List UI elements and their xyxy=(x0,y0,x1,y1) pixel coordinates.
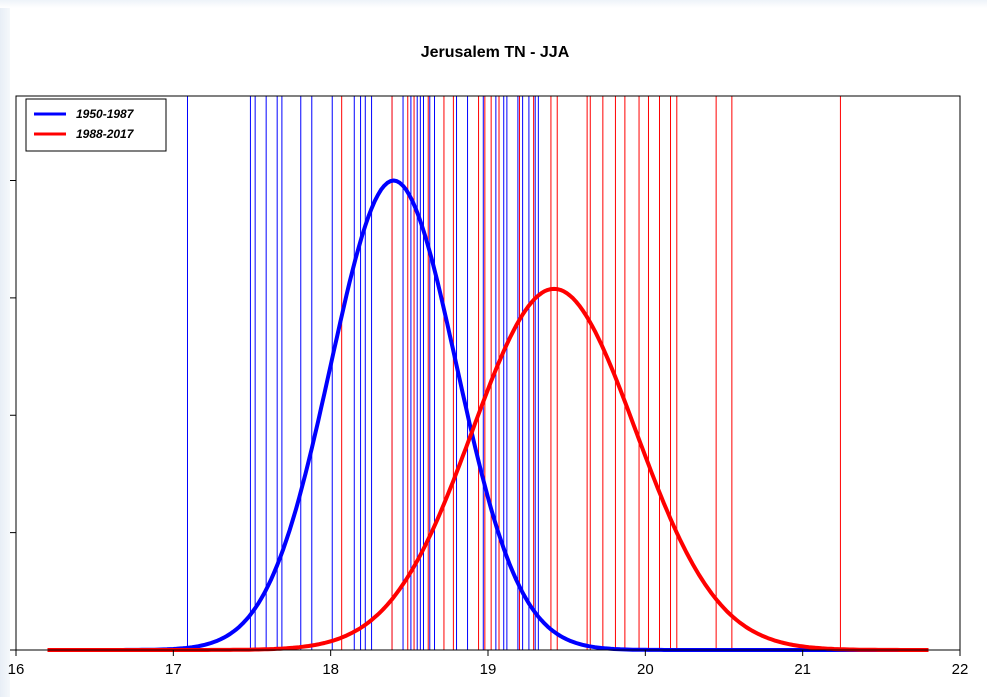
x-tick-label-3: 18 xyxy=(322,661,339,678)
density-curve-series-2 xyxy=(47,286,929,652)
x-tick-label-2: 17 xyxy=(165,661,182,678)
background-strip-left xyxy=(0,0,10,697)
density-curves xyxy=(47,178,929,652)
x-tick-label-7: 22 xyxy=(952,661,969,678)
axes: 16 17 18 19 20 21 22 xyxy=(8,180,969,678)
legend-box xyxy=(25,98,167,152)
x-tick-label-4: 19 xyxy=(480,661,497,678)
chart-title: Jerusalem TN - JJA xyxy=(421,44,570,61)
x-tick-label-1: 16 xyxy=(8,661,25,678)
x-tick-label-6: 21 xyxy=(794,661,811,678)
density-curve-series-1 xyxy=(47,178,929,652)
x-tick-label-5: 20 xyxy=(637,661,654,678)
background-strip-top xyxy=(0,0,987,8)
legend-label-series-2: 1988-2017 xyxy=(76,127,135,141)
legend: 1950-1987 1988-2017 xyxy=(25,98,167,152)
annual-value-lines xyxy=(186,96,841,650)
legend-label-series-1: 1950-1987 xyxy=(76,107,135,121)
plot-frame xyxy=(15,95,961,651)
